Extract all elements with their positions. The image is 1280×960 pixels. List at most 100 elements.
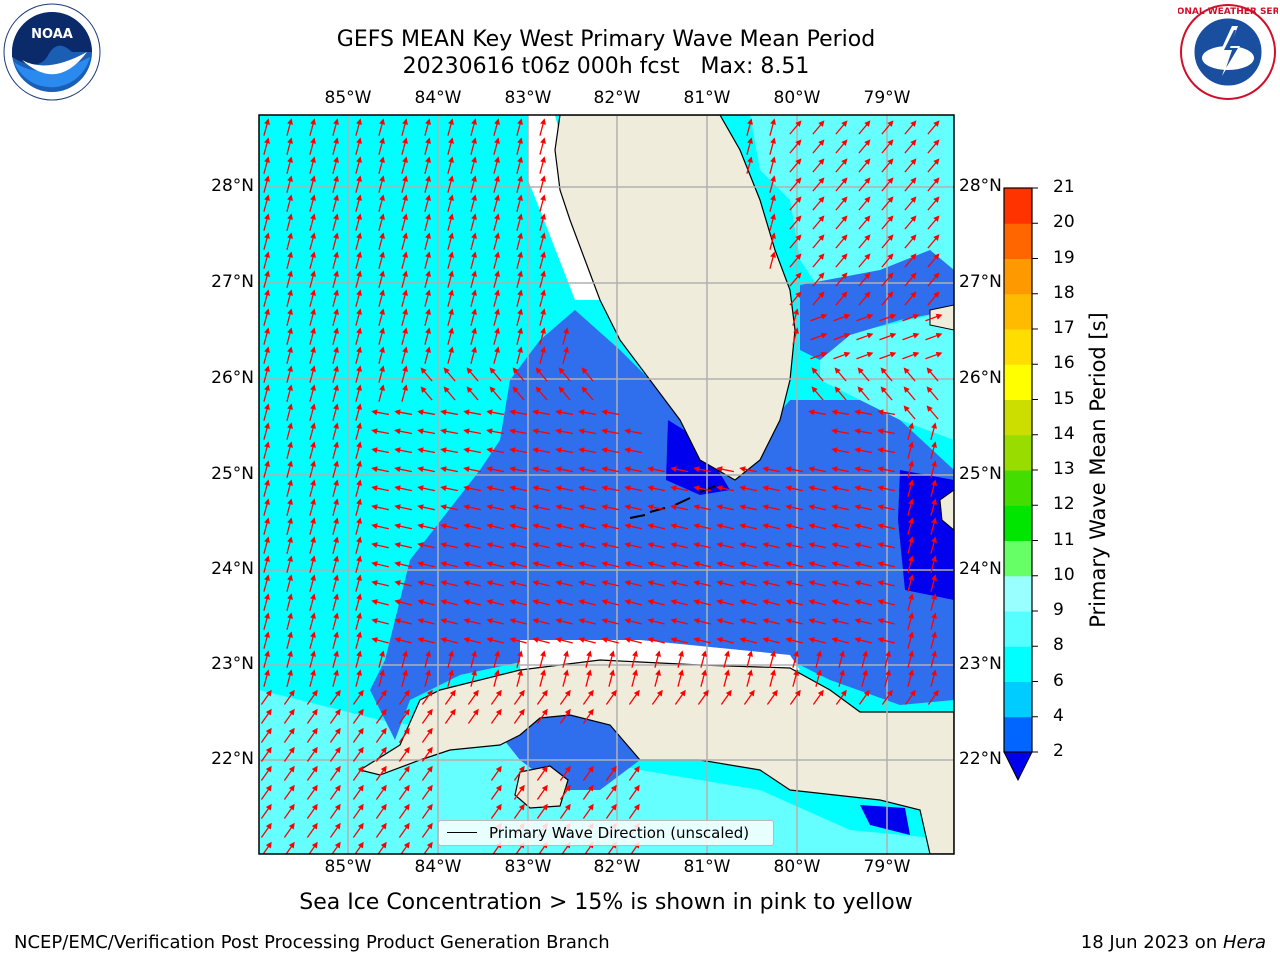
wave-direction-arrow bbox=[881, 177, 894, 192]
wave-direction-arrow bbox=[601, 542, 619, 549]
wave-direction-arrow bbox=[371, 561, 389, 568]
wave-direction-arrow bbox=[486, 409, 504, 416]
wave-direction-arrow bbox=[746, 137, 753, 155]
wave-direction-arrow bbox=[605, 765, 617, 781]
wave-direction-arrow bbox=[463, 428, 481, 435]
wave-direction-arrow bbox=[440, 523, 458, 530]
wave-direction-arrow bbox=[286, 536, 293, 554]
wave-direction-arrow bbox=[509, 504, 527, 511]
wave-direction-arrow bbox=[785, 637, 803, 644]
wave-direction-arrow bbox=[881, 139, 894, 154]
wave-direction-arrow bbox=[509, 637, 527, 644]
wave-direction-arrow bbox=[624, 637, 642, 644]
colorbar-tick-label: 15 bbox=[1053, 388, 1075, 409]
wave-direction-arrow bbox=[880, 367, 893, 382]
wave-direction-arrow bbox=[927, 689, 939, 705]
wave-direction-arrow bbox=[581, 386, 594, 401]
wave-direction-arrow bbox=[306, 689, 318, 705]
wave-direction-arrow bbox=[624, 485, 642, 492]
wave-direction-arrow bbox=[558, 386, 571, 401]
wave-direction-arrow bbox=[811, 386, 824, 401]
wave-direction-arrow bbox=[466, 386, 479, 401]
wave-direction-arrow bbox=[463, 542, 481, 549]
wave-direction-arrow bbox=[907, 422, 914, 440]
wave-direction-arrow bbox=[352, 708, 364, 724]
colorbar-segment bbox=[1004, 505, 1032, 541]
wave-direction-arrow bbox=[447, 650, 454, 668]
wave-direction-arrow bbox=[486, 447, 504, 454]
wave-direction-arrow bbox=[877, 618, 895, 625]
wave-direction-arrow bbox=[739, 618, 757, 625]
wave-direction-arrow bbox=[601, 504, 619, 511]
wave-direction-arrow bbox=[355, 479, 362, 497]
wave-direction-arrow bbox=[493, 327, 500, 345]
wave-direction-arrow bbox=[647, 580, 665, 587]
wave-direction-arrow bbox=[926, 367, 939, 382]
wave-direction-arrow bbox=[424, 213, 431, 231]
wave-direction-arrow bbox=[401, 308, 408, 326]
wave-direction-arrow bbox=[904, 139, 917, 154]
wave-direction-arrow bbox=[332, 251, 339, 269]
wave-direction-arrow bbox=[769, 650, 776, 668]
wave-direction-arrow bbox=[263, 156, 270, 174]
wave-direction-arrow bbox=[789, 139, 802, 154]
wave-direction-arrow bbox=[789, 177, 802, 192]
wave-direction-arrow bbox=[693, 618, 711, 625]
wave-direction-arrow bbox=[355, 289, 362, 307]
wave-direction-arrow bbox=[352, 765, 364, 781]
lon-tick-label: 79°W bbox=[863, 88, 911, 108]
wave-direction-arrow bbox=[559, 765, 571, 781]
wave-direction-arrow bbox=[286, 118, 293, 136]
wave-direction-arrow bbox=[486, 485, 504, 492]
wave-direction-arrow bbox=[417, 637, 435, 644]
wave-direction-arrow bbox=[263, 441, 270, 459]
lon-tick-label: 83°W bbox=[504, 857, 552, 877]
wave-direction-arrow bbox=[286, 441, 293, 459]
wave-direction-arrow bbox=[539, 175, 546, 193]
colorbar-tick-label: 2 bbox=[1053, 741, 1064, 761]
wave-direction-arrow bbox=[355, 232, 362, 250]
wave-direction-arrow bbox=[693, 599, 711, 606]
wave-direction-arrow bbox=[858, 689, 870, 705]
wave-direction-arrow bbox=[930, 498, 937, 516]
wave-direction-arrow bbox=[925, 313, 943, 322]
wave-direction-arrow bbox=[808, 542, 826, 549]
wave-direction-arrow bbox=[355, 593, 362, 611]
wave-direction-arrow bbox=[785, 599, 803, 606]
wave-direction-arrow bbox=[493, 346, 500, 364]
wave-direction-arrow bbox=[463, 523, 481, 530]
wave-direction-arrow bbox=[762, 523, 780, 530]
wave-direction-arrow bbox=[700, 650, 707, 668]
lon-tick-label: 84°W bbox=[414, 88, 462, 108]
wave-direction-arrow bbox=[670, 618, 688, 625]
wave-direction-arrow bbox=[447, 232, 454, 250]
wave-direction-arrow bbox=[516, 327, 523, 345]
wave-direction-arrow bbox=[532, 504, 550, 511]
wave-direction-arrow bbox=[332, 536, 339, 554]
wave-direction-arrow bbox=[332, 384, 339, 402]
wave-direction-arrow bbox=[904, 177, 917, 192]
wave-direction-arrow bbox=[470, 669, 477, 687]
wave-direction-arrow bbox=[578, 637, 596, 644]
wave-direction-arrow bbox=[608, 650, 615, 668]
wave-direction-arrow bbox=[263, 460, 270, 478]
wave-direction-arrow bbox=[907, 650, 914, 668]
colorbar-tick-label: 8 bbox=[1053, 635, 1064, 656]
wave-direction-arrow bbox=[582, 765, 594, 781]
wave-direction-arrow bbox=[375, 708, 387, 724]
wave-direction-arrow bbox=[447, 213, 454, 231]
wave-direction-arrow bbox=[536, 689, 548, 705]
wave-direction-arrow bbox=[624, 447, 642, 454]
wave-direction-arrow bbox=[332, 441, 339, 459]
wave-direction-arrow bbox=[812, 689, 824, 705]
wave-direction-arrow bbox=[378, 384, 385, 402]
wave-direction-arrow bbox=[693, 561, 711, 568]
wave-direction-arrow bbox=[835, 158, 848, 173]
lon-tick-label: 82°W bbox=[593, 88, 641, 108]
wave-direction-arrow bbox=[309, 593, 316, 611]
wave-direction-arrow bbox=[877, 504, 895, 511]
wave-direction-arrow bbox=[283, 841, 295, 854]
wave-direction-arrow bbox=[463, 466, 481, 473]
wave-direction-arrow bbox=[486, 561, 504, 568]
wave-direction-arrow bbox=[355, 612, 362, 630]
